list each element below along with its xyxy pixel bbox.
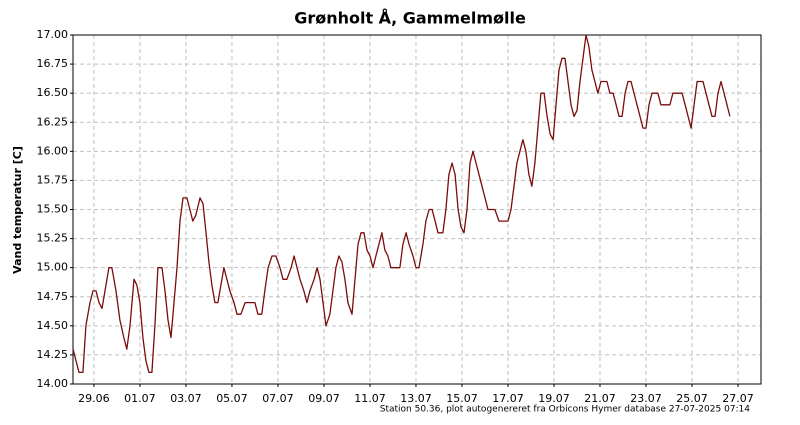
x-tick-label: 27.07 (722, 392, 754, 405)
y-tick-label: 15.75 (37, 173, 69, 186)
x-tick-label: 21.07 (584, 392, 616, 405)
y-tick-label: 17.00 (37, 28, 69, 41)
x-tick-label: 29.06 (78, 392, 110, 405)
data-line (72, 34, 731, 374)
y-tick-label: 14.75 (37, 290, 69, 303)
x-tick-label: 13.07 (400, 392, 432, 405)
y-axis-label: Vand temperatur [C] (11, 146, 24, 274)
y-tick-label: 14.00 (37, 377, 69, 390)
y-tick-label: 15.25 (37, 232, 69, 245)
y-tick-label: 16.75 (37, 57, 69, 70)
y-tick-label: 16.50 (37, 86, 69, 99)
x-tick-label: 15.07 (446, 392, 478, 405)
y-tick-label: 14.25 (37, 348, 69, 361)
x-tick-label: 19.07 (538, 392, 570, 405)
y-tick-label: 15.00 (37, 261, 69, 274)
x-tick-label: 23.07 (630, 392, 662, 405)
x-tick-label: 09.07 (308, 392, 340, 405)
chart-title: Grønholt Å, Gammelmølle (294, 9, 526, 28)
y-tick-label: 15.50 (37, 203, 69, 216)
x-tick-label: 01.07 (124, 392, 156, 405)
y-tick-label: 16.00 (37, 144, 69, 157)
y-tick-label: 14.50 (37, 319, 69, 332)
x-tick-label: 25.07 (676, 392, 708, 405)
x-tick-label: 05.07 (216, 392, 248, 405)
y-tick-label: 16.25 (37, 115, 69, 128)
footnote: Station 50.36, plot autogenereret fra Or… (380, 405, 751, 415)
x-tick-label: 17.07 (492, 392, 524, 405)
x-tick-label: 07.07 (262, 392, 294, 405)
x-tick-label: 11.07 (354, 392, 386, 405)
x-tick-label: 03.07 (170, 392, 202, 405)
plot-frame (72, 34, 762, 385)
